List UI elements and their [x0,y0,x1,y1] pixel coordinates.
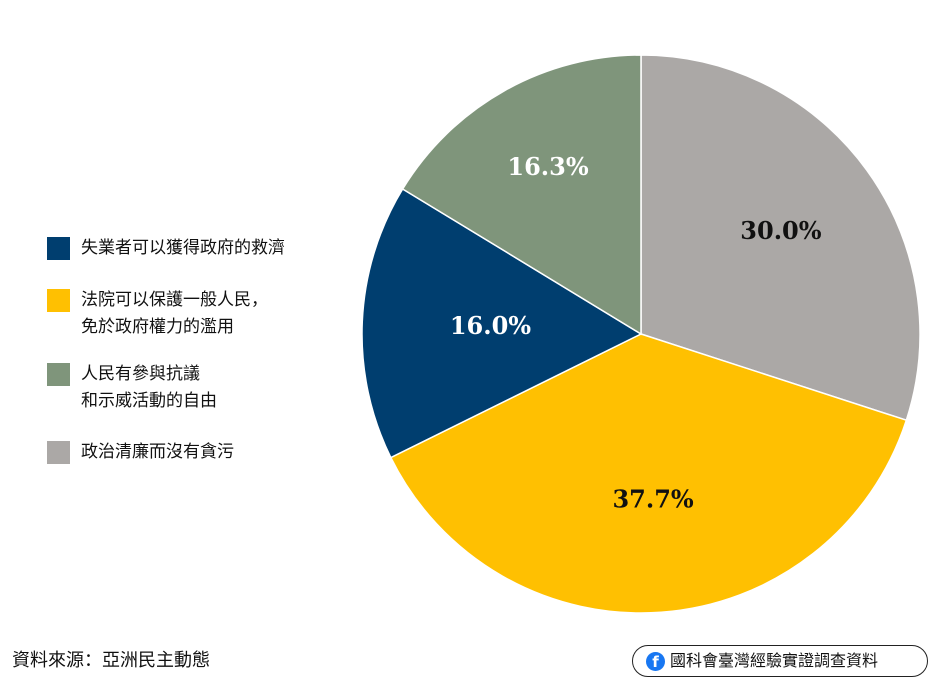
pie-data-label: 37.7% [612,484,693,513]
pie-data-label: 30.0% [740,216,821,245]
pie-slice [640,54,921,422]
legend-swatch [47,363,70,386]
legend-label: 人民有參與抗議 和示威活動的自由 [81,364,217,411]
pie-slice [401,54,642,336]
legend-swatch [47,441,70,464]
data-source-badge[interactable]: f 國科會臺灣經驗實證調查資料 [632,645,928,677]
legend-swatch [47,237,70,260]
legend-item: 政治清廉而沒有貪污 [47,440,347,466]
pie-slice [389,333,908,614]
source-note: 資料來源：亞洲民主動態 [12,650,210,671]
legend: 失業者可以獲得政府的救濟 法院可以保護一般人民， 免於政府權力的濫用 人民有參與… [47,236,347,488]
pie-data-label: 16.3% [507,152,588,181]
legend-item: 失業者可以獲得政府的救濟 [47,236,347,262]
legend-item: 人民有參與抗議 和示威活動的自由 [47,362,347,415]
legend-label: 失業者可以獲得政府的救濟 [81,238,285,258]
pie-data-label: 16.0% [450,311,531,340]
legend-swatch [47,289,70,312]
badge-text: 國科會臺灣經驗實證調查資料 [670,651,879,670]
legend-label: 法院可以保護一般人民， 免於政府權力的濫用 [81,290,268,337]
facebook-icon: f [646,651,665,671]
pie-slice [361,187,643,459]
legend-item: 法院可以保護一般人民， 免於政府權力的濫用 [47,288,347,341]
legend-label: 政治清廉而沒有貪污 [81,442,234,462]
